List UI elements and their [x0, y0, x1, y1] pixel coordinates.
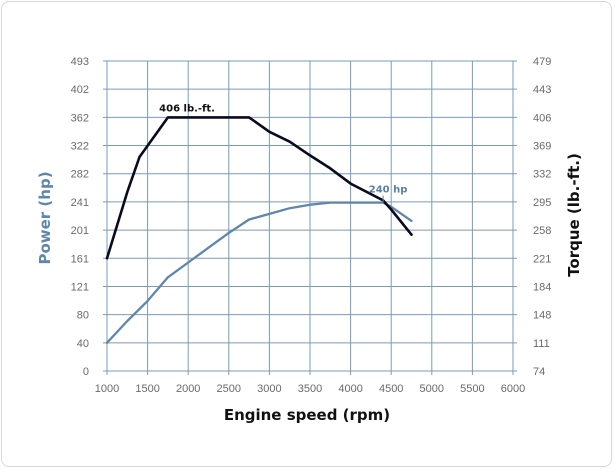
y-right-tick-label: 479	[533, 56, 551, 68]
y-left-tick-label: 322	[71, 141, 89, 153]
y-left-tick-label: 362	[71, 112, 89, 124]
x-tick-label: 2500	[217, 383, 241, 395]
y-right-tick-label: 295	[533, 197, 551, 209]
x-tick-label: 3000	[257, 383, 281, 395]
y-left-tick-label: 493	[71, 56, 89, 68]
y-right-tick-label: 369	[533, 141, 551, 153]
x-tick-label: 5000	[420, 383, 444, 395]
x-tick-label: 5500	[460, 383, 484, 395]
x-tick-label: 3500	[298, 383, 322, 395]
tick-labels: 0 74 40 111 80 148 121 184 161 221 201 258 241 295 282…	[71, 56, 552, 395]
y-axis-left-title: Power (hp)	[36, 171, 54, 264]
y-left-tick-label: 402	[71, 84, 89, 96]
y-right-tick-label: 184	[533, 281, 551, 293]
series-lines	[105, 116, 413, 344]
power-series-line	[105, 201, 413, 344]
y-right-tick-label: 148	[533, 310, 551, 322]
y-right-tick-label: 258	[533, 225, 551, 237]
y-right-tick-label: 74	[533, 366, 545, 378]
y-axis-right-title: Torque (lb.-ft.)	[565, 153, 583, 277]
y-left-tick-label: 40	[77, 338, 89, 350]
x-tick-label: 1000	[95, 383, 119, 395]
y-left-tick-label: 121	[71, 281, 89, 293]
y-left-tick-label: 161	[71, 253, 89, 265]
y-right-tick-label: 443	[533, 84, 551, 96]
annotations: 406 lb.-ft. 240 hp	[159, 103, 408, 203]
x-tick-label: 2000	[176, 383, 200, 395]
x-tick-label: 4500	[379, 383, 403, 395]
y-right-tick-label: 111	[533, 338, 550, 350]
y-right-tick-label: 406	[533, 112, 551, 124]
y-left-tick-label: 282	[71, 169, 89, 181]
x-axis-title: Engine speed (rpm)	[224, 406, 390, 424]
y-right-tick-label: 332	[533, 169, 551, 181]
y-left-tick-label: 80	[77, 310, 89, 322]
x-tick-label: 4000	[338, 383, 362, 395]
x-tick-label: 1500	[135, 383, 159, 395]
y-right-tick-label: 221	[533, 253, 551, 265]
power-peak-label: 240 hp	[369, 185, 408, 196]
x-tick-label: 6000	[501, 383, 525, 395]
y-left-tick-label: 201	[71, 225, 89, 237]
torque-peak-label: 406 lb.-ft.	[159, 103, 215, 114]
torque-series-line	[105, 116, 413, 260]
y-left-tick-label: 241	[71, 197, 89, 209]
y-left-tick-label: 0	[83, 366, 89, 378]
